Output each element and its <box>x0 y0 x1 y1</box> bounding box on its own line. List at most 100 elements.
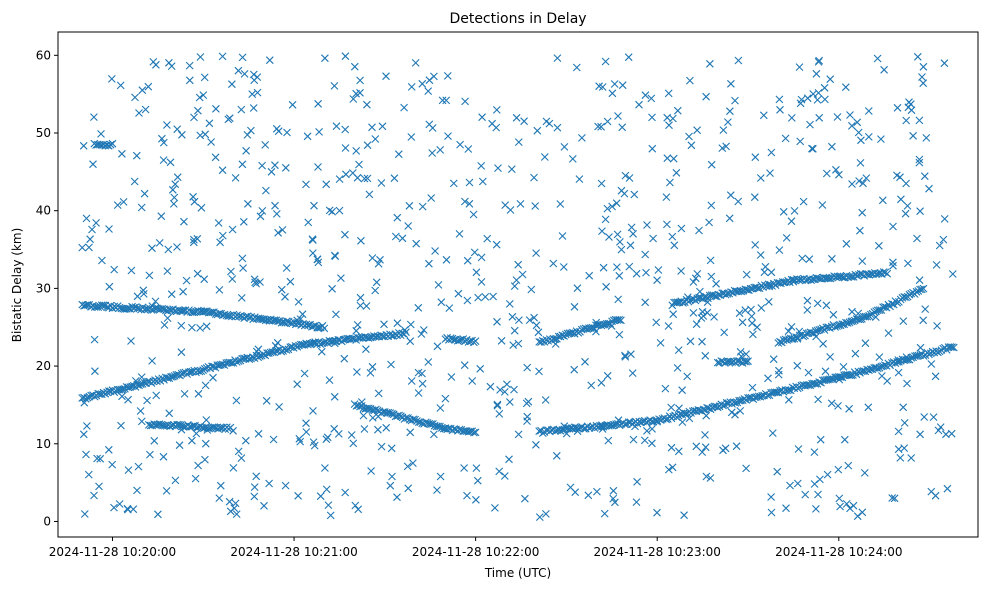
scatter-point <box>256 212 265 221</box>
scatter-point <box>712 279 720 288</box>
scatter-point <box>162 487 171 495</box>
scatter-point <box>351 501 360 510</box>
track-point <box>108 139 117 148</box>
scatter-point <box>767 508 776 517</box>
scatter-point <box>601 215 610 224</box>
track-point <box>857 367 866 376</box>
scatter-point <box>93 454 101 463</box>
scatter-point <box>687 141 696 150</box>
track-point <box>395 411 403 420</box>
scatter-point <box>124 395 132 404</box>
scatter-point <box>621 352 630 361</box>
scatter-point <box>654 266 663 274</box>
scatter-point <box>460 464 468 472</box>
track-point <box>902 293 910 302</box>
scatter-point <box>237 454 246 462</box>
scatter-point <box>332 122 341 131</box>
scatter-point <box>230 504 239 513</box>
scatter-point <box>463 491 471 500</box>
scatter-point <box>820 83 829 92</box>
scatter-point <box>218 166 227 175</box>
scatter-point <box>238 254 247 263</box>
scatter-point <box>907 106 916 115</box>
scatter-point <box>394 150 403 159</box>
scatter-point <box>275 403 283 411</box>
scatter-point <box>160 321 169 329</box>
scatter-point <box>205 119 214 128</box>
scatter-point <box>939 235 948 244</box>
scatter-point <box>698 448 707 456</box>
scatter-point <box>239 217 248 226</box>
scatter-point <box>625 262 634 271</box>
scatter-point <box>915 116 924 125</box>
track-point <box>83 393 92 402</box>
scatter-point <box>593 487 601 496</box>
scatter-point <box>407 377 416 385</box>
scatter-point <box>662 193 671 201</box>
scatter-point <box>571 488 580 497</box>
track-point <box>283 317 291 326</box>
scatter-point <box>707 201 716 210</box>
scatter-point <box>229 464 238 472</box>
scatter-point <box>398 234 407 243</box>
scatter-point <box>281 163 290 172</box>
scatter-point <box>794 445 803 453</box>
scatter-point <box>732 442 741 451</box>
scatter-point <box>243 131 252 139</box>
scatter-point <box>822 169 831 178</box>
scatter-point <box>356 293 365 302</box>
plot-frame <box>57 31 979 538</box>
scatter-point <box>806 120 814 129</box>
scatter-point <box>258 161 266 170</box>
scatter-point <box>271 201 279 210</box>
scatter-point <box>341 230 349 239</box>
scatter-point <box>505 455 513 464</box>
scatter-point <box>332 310 340 319</box>
scatter-point <box>234 447 243 456</box>
y-tick-label: 20 <box>36 359 51 373</box>
scatter-point <box>118 149 126 158</box>
scatter-point <box>523 412 532 421</box>
scatter-point <box>663 154 672 163</box>
scatter-point <box>500 388 509 396</box>
scatter-point <box>360 174 369 183</box>
scatter-point <box>514 430 523 439</box>
scatter-point <box>393 319 402 328</box>
scatter-point <box>349 439 358 448</box>
scatter-point <box>774 370 783 379</box>
scatter-point <box>282 264 291 272</box>
scatter-point <box>787 217 796 226</box>
scatter-point <box>736 407 745 415</box>
scatter-point <box>353 173 362 182</box>
scatter-point <box>845 404 853 413</box>
scatter-point <box>324 501 333 509</box>
scatter-point <box>661 384 670 393</box>
scatter-point <box>615 330 624 339</box>
scatter-point <box>405 201 414 210</box>
scatter-point <box>530 173 538 182</box>
track-point <box>949 343 958 352</box>
scatter-point <box>864 107 873 115</box>
scatter-point <box>672 168 681 177</box>
scatter-point <box>231 174 240 182</box>
track-point <box>471 337 480 345</box>
scatter-point <box>782 234 791 242</box>
scatter-point <box>436 472 445 481</box>
track-point <box>853 271 861 280</box>
scatter-point <box>341 52 350 61</box>
scatter-point <box>635 100 643 109</box>
scatter-point <box>173 173 182 182</box>
scatter-point <box>848 307 856 316</box>
scatter-point <box>822 301 831 310</box>
scatter-point <box>190 197 199 206</box>
track-point <box>266 348 275 357</box>
scatter-point <box>356 301 365 310</box>
scatter-point <box>854 128 863 137</box>
scatter-point <box>418 379 427 388</box>
scatter-point <box>677 267 685 275</box>
scatter-point <box>173 243 181 251</box>
scatter-point <box>726 107 734 116</box>
scatter-point <box>669 310 678 319</box>
scatter-point <box>935 241 944 250</box>
scatter-point <box>753 323 761 332</box>
